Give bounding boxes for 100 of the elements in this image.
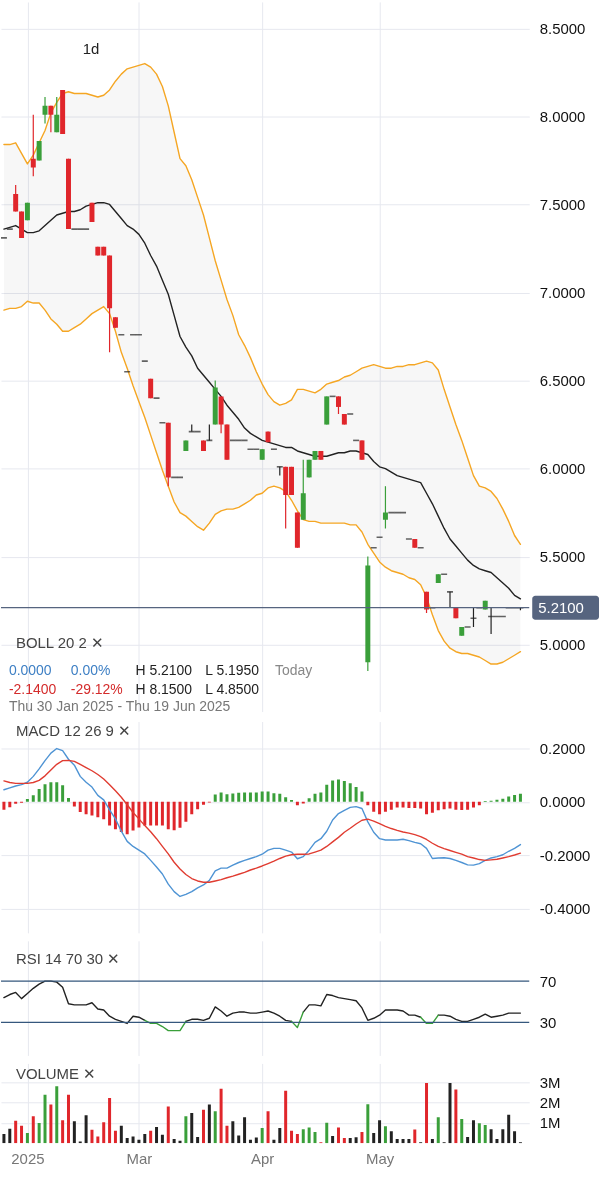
annotation: Today <box>275 661 313 678</box>
bar <box>413 801 417 808</box>
bar <box>336 779 340 802</box>
bar <box>96 1136 100 1144</box>
bar <box>401 1138 405 1144</box>
line-series <box>3 747 522 898</box>
annotation: -2.1400 <box>8 680 57 697</box>
bar <box>2 1134 6 1144</box>
bar <box>84 801 88 815</box>
bar <box>319 792 323 802</box>
bar <box>272 1139 276 1144</box>
x-tick-label: May <box>365 1149 395 1167</box>
bar <box>108 1097 112 1144</box>
annotation: 0.0000 <box>8 661 52 678</box>
annotation: BOLL 20 2 ✕ <box>15 633 104 651</box>
bar <box>219 792 223 802</box>
bar <box>166 801 170 830</box>
bar <box>372 1133 376 1144</box>
bar <box>366 1104 370 1144</box>
bar <box>325 784 329 802</box>
bar <box>160 1134 164 1144</box>
bar <box>331 780 335 802</box>
line-series <box>3 300 522 665</box>
bar <box>483 1124 487 1144</box>
bar <box>196 801 200 810</box>
bar <box>8 801 12 808</box>
bar <box>61 785 65 802</box>
ref-line-label: 5.2100 <box>538 598 584 616</box>
bar <box>160 801 164 826</box>
bar <box>513 1131 517 1144</box>
bar <box>119 801 123 833</box>
bar <box>507 796 511 802</box>
bar <box>67 798 70 802</box>
bar <box>2 801 6 810</box>
bar <box>518 793 522 802</box>
bar <box>342 1138 346 1144</box>
y-tick-label: 5.0000 <box>539 636 586 654</box>
bar <box>248 1139 252 1144</box>
candlestick <box>54 96 60 133</box>
bar <box>190 1113 194 1144</box>
bar <box>184 1116 188 1144</box>
bar <box>489 1129 493 1144</box>
bar <box>84 1115 88 1144</box>
bar <box>477 1123 481 1144</box>
bar <box>43 1094 47 1144</box>
y-tick-label: 8.5000 <box>539 19 586 37</box>
line-series <box>3 62 522 545</box>
bar <box>389 801 393 810</box>
bar <box>67 1094 70 1144</box>
bar <box>225 794 229 802</box>
y-tick-label: 1M <box>539 1114 561 1132</box>
x-tick-label: Apr <box>251 1149 275 1167</box>
x-tick-label: 2025 <box>11 1149 45 1167</box>
bar <box>219 1088 223 1144</box>
bar <box>55 1086 59 1144</box>
line-series <box>3 201 522 600</box>
bar <box>284 1090 288 1144</box>
bar <box>149 1130 153 1144</box>
candlestick <box>441 573 448 576</box>
bar <box>425 801 429 815</box>
y-tick-label: 0.2000 <box>539 739 586 757</box>
bar <box>372 801 376 812</box>
bar <box>131 1136 135 1144</box>
bar <box>14 1120 18 1144</box>
bar <box>266 791 270 802</box>
bar <box>436 1117 440 1144</box>
bar <box>466 1136 470 1144</box>
bar <box>225 1125 229 1144</box>
chart-title: VOLUME ✕ <box>15 1065 97 1083</box>
annotation: H 5.2100 <box>135 661 193 678</box>
bar <box>102 801 106 820</box>
bar <box>31 1116 35 1144</box>
bar <box>213 1111 217 1144</box>
annotation: H 8.1500 <box>135 680 193 697</box>
bar <box>331 1135 335 1144</box>
y-tick-label: 5.5000 <box>539 548 586 566</box>
bar <box>131 801 135 831</box>
bar <box>501 798 505 802</box>
y-tick-label: 2M <box>539 1094 561 1112</box>
bar <box>102 1122 106 1144</box>
bar <box>20 1125 24 1144</box>
bar <box>155 801 159 826</box>
bar <box>419 801 423 809</box>
text: 1d <box>82 39 100 57</box>
bar <box>43 784 47 802</box>
bar <box>348 783 352 802</box>
candlestick <box>42 96 48 125</box>
bar <box>78 801 82 812</box>
bar <box>354 1137 358 1144</box>
bar <box>201 801 205 805</box>
bar <box>395 1138 399 1144</box>
bar <box>477 801 481 806</box>
bar <box>278 1128 282 1144</box>
bar <box>49 782 53 802</box>
bar <box>454 1089 458 1144</box>
bar <box>213 794 217 802</box>
candlestick <box>124 370 131 373</box>
annotation: 0.00% <box>70 661 111 678</box>
candlestick <box>13 184 19 213</box>
bar <box>348 1138 352 1144</box>
